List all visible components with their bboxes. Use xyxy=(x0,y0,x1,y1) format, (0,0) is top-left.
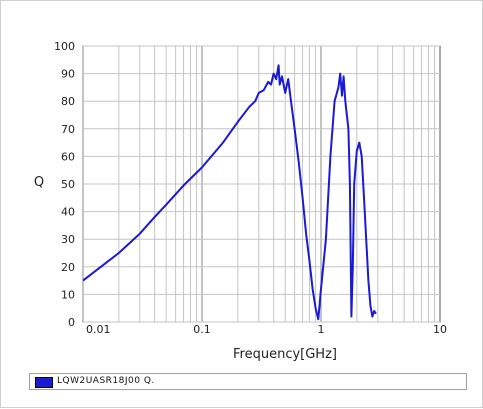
y-tick-label: 100 xyxy=(54,40,75,53)
x-tick-label: 1 xyxy=(318,323,325,336)
y-tick-label: 20 xyxy=(61,261,75,274)
legend-entry-label: LQW2UASR18J00 Q. xyxy=(57,376,155,386)
y-tick-label: 10 xyxy=(61,288,75,301)
y-tick-label: 90 xyxy=(61,68,75,81)
legend: LQW2UASR18J00 Q. xyxy=(29,373,467,390)
y-tick-label: 60 xyxy=(61,150,75,163)
x-tick-label: 0.1 xyxy=(193,323,211,336)
grid-lines xyxy=(82,45,440,323)
x-axis-label: Frequency[GHz] xyxy=(233,347,337,362)
y-tick-label: 30 xyxy=(61,233,75,246)
y-tick-label: 0 xyxy=(68,316,75,329)
x-tick-label: 10 xyxy=(433,323,447,336)
series-line-q xyxy=(82,64,377,321)
y-tick-label: 70 xyxy=(61,123,75,136)
y-tick-label: 40 xyxy=(61,206,75,219)
legend-swatch-icon xyxy=(35,377,53,388)
x-tick-label: 0.01 xyxy=(86,323,111,336)
y-tick-label: 50 xyxy=(61,178,75,191)
y-axis-label: Q xyxy=(34,175,44,190)
y-tick-label: 80 xyxy=(61,95,75,108)
